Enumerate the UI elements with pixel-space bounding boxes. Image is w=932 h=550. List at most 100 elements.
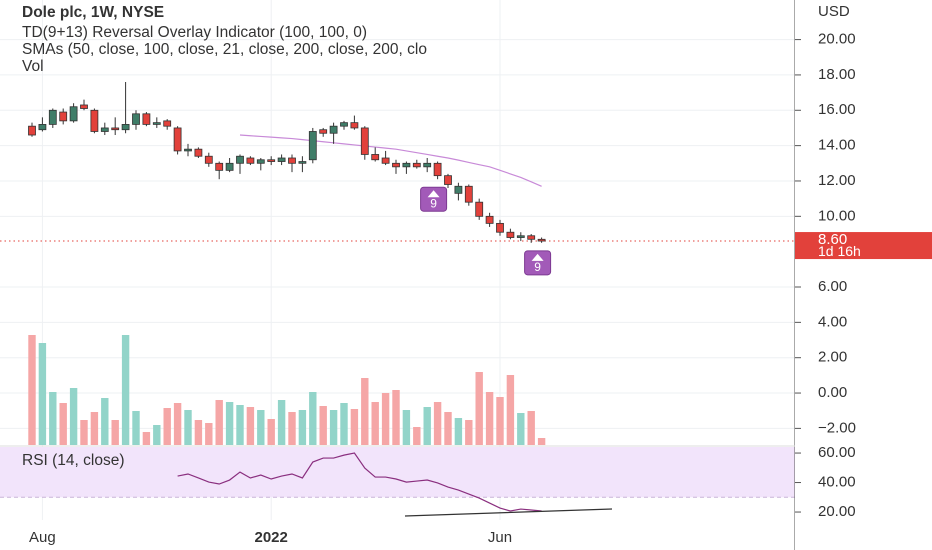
y-tick-label: 4.00 [818, 313, 847, 330]
volume-bar [381, 393, 390, 445]
volume-bar [371, 402, 379, 445]
candle-body [381, 157, 390, 164]
candle-body [163, 120, 172, 127]
volume-bar [537, 438, 546, 445]
candle-body [69, 106, 78, 122]
volume-bar [111, 420, 119, 445]
volume-bar [465, 420, 473, 445]
volume-bar [49, 392, 57, 445]
chart-title: Dole plc, 1W, NYSE [22, 4, 164, 21]
volume-bar [267, 419, 275, 445]
volume-bar [329, 410, 338, 445]
axis-panel [795, 0, 932, 550]
last-price-label: 8.60 [818, 231, 847, 248]
candle-body [267, 159, 276, 162]
y-tick-label: 6.00 [818, 278, 847, 295]
currency: USD [818, 3, 850, 20]
y-tick-label: −2.00 [818, 419, 856, 436]
plot-area: 99 [0, 0, 795, 520]
y-tick-label: 16.00 [818, 101, 856, 118]
candle-body [340, 122, 348, 127]
y-tick-label: 20.00 [818, 503, 856, 520]
candle-body [423, 162, 432, 168]
candle-body [80, 104, 88, 109]
candle-body [475, 201, 484, 217]
volume-bar [340, 403, 348, 445]
td-marker [420, 186, 448, 212]
candle-body [392, 162, 400, 168]
volume-bar [319, 406, 327, 445]
volume-bar [433, 402, 442, 445]
volume-bar [28, 335, 36, 445]
volume-bar [142, 432, 151, 445]
candle-body [527, 235, 536, 240]
volume-bar [288, 412, 296, 445]
candle-body [454, 185, 463, 194]
td-arrow [531, 253, 544, 261]
candle-body [319, 129, 328, 134]
volume-bar [38, 343, 47, 445]
candle-body [236, 155, 244, 164]
volume-bar [215, 400, 223, 445]
volume-bar [101, 398, 109, 445]
y-tick-label: 10.00 [818, 207, 856, 224]
candle-body [288, 157, 296, 164]
candle-body [48, 109, 57, 125]
indicator-label: SMAs (50, close, 100, close, 21, close, … [22, 41, 427, 58]
countdown: 1d 16h [818, 243, 861, 259]
candle-body [516, 235, 525, 238]
sma-line [239, 134, 542, 187]
y-tick-label: 12.00 [818, 172, 856, 189]
volume-bar [298, 410, 307, 445]
volume-bar [527, 411, 535, 445]
volume-bar [413, 427, 421, 445]
rsi-title: RSI (14, close) [22, 452, 125, 469]
y-tick-label: 18.00 [818, 66, 856, 83]
candle-body [121, 124, 130, 131]
x-tick-label: Aug [29, 529, 56, 546]
trend-line [404, 508, 613, 517]
volume-bar [153, 425, 161, 445]
y-tick-label: 14.00 [818, 137, 856, 154]
candle-body [444, 175, 452, 185]
volume-bar [454, 418, 463, 445]
volume-bar [257, 410, 265, 445]
candle-body [350, 122, 359, 129]
td-arrow [427, 190, 440, 198]
td-label: 9 [430, 196, 437, 210]
candle-body [28, 125, 36, 136]
volume-bar [517, 413, 525, 445]
volume-bar [184, 410, 192, 445]
candle-body [329, 125, 338, 134]
y-tick-label: 20.00 [818, 31, 856, 48]
volume-bar [121, 335, 130, 445]
indicator-label: TD(9+13) Reversal Overlay Indicator (100… [22, 24, 367, 41]
candle-body [433, 162, 442, 177]
volume-bar [309, 392, 317, 445]
candle-body [184, 148, 192, 152]
volume-bar [225, 402, 234, 445]
candle-body [173, 127, 182, 152]
candle-body [496, 222, 504, 233]
y-tick-label: 60.00 [818, 444, 856, 461]
candle-body [111, 127, 120, 131]
volume-bar [485, 392, 494, 445]
candle-body [277, 157, 286, 162]
candle-body [152, 122, 161, 125]
candle-body [142, 113, 151, 125]
candle-body [464, 185, 473, 203]
volume-bar [246, 407, 255, 445]
td-marker [524, 250, 552, 276]
candle-body [246, 157, 255, 164]
volume-bar [163, 408, 171, 445]
volume-bar [173, 403, 182, 445]
volume-bar [506, 375, 515, 445]
candle-body [194, 148, 203, 157]
candle-body [204, 155, 213, 164]
volume-bar [69, 388, 78, 445]
candle-body [59, 111, 68, 122]
candle-body [402, 162, 411, 168]
price-badge [795, 232, 932, 260]
candle-body [225, 162, 234, 171]
candle-body [256, 159, 265, 164]
